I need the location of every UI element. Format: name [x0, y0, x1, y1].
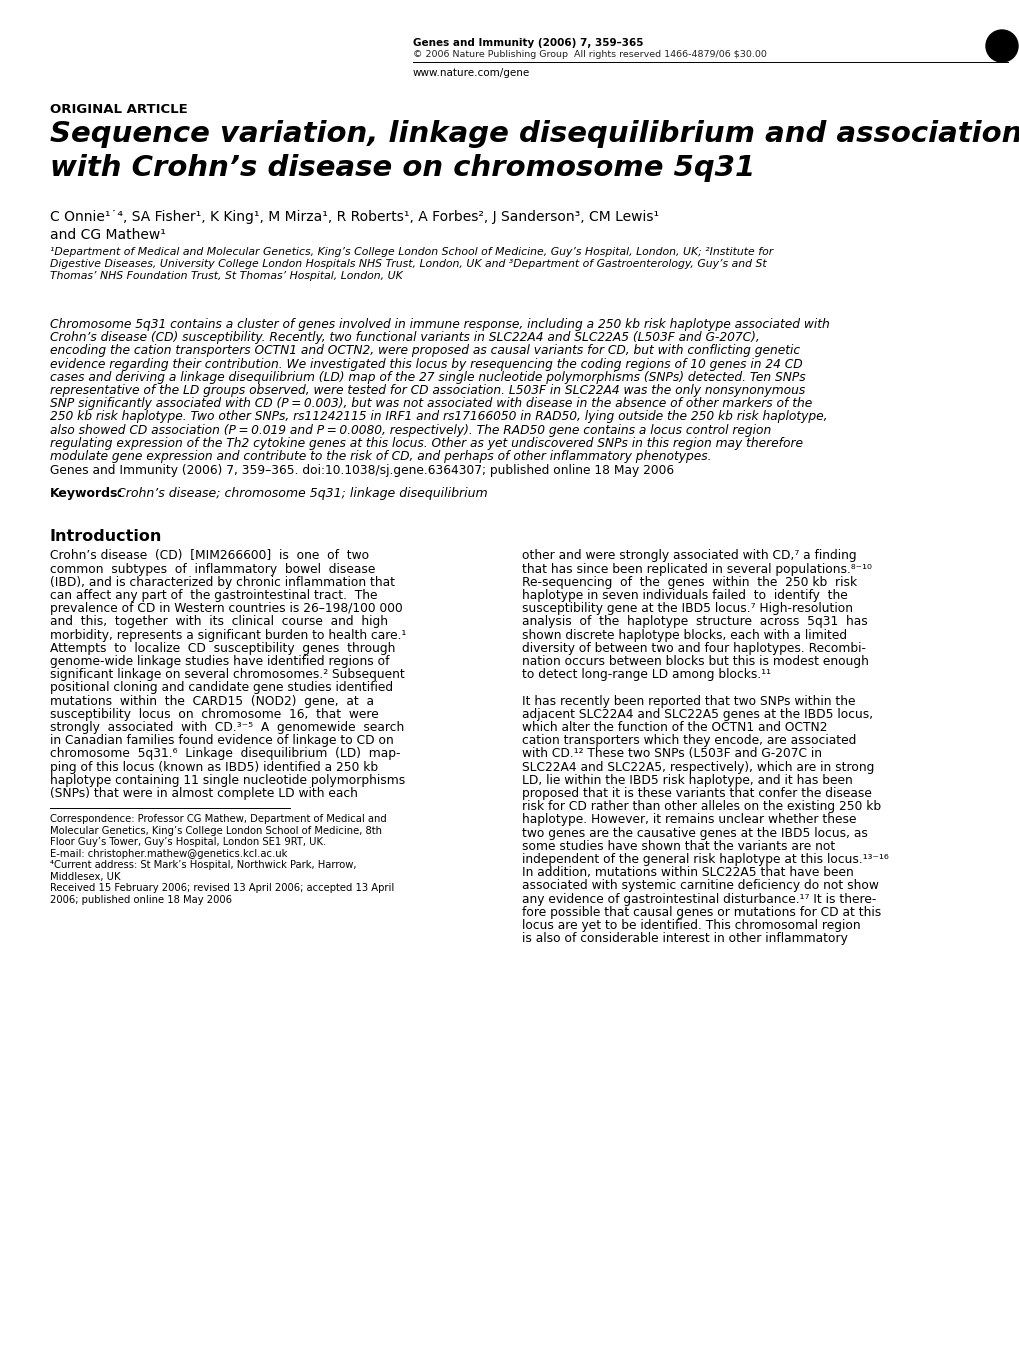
- Text: Genes and Immunity (2006) 7, 359–365. doi:10.1038/sj.gene.6364307; published onl: Genes and Immunity (2006) 7, 359–365. do…: [50, 464, 674, 478]
- Text: It has recently been reported that two SNPs within the: It has recently been reported that two S…: [522, 694, 855, 708]
- Text: and  this,  together  with  its  clinical  course  and  high: and this, together with its clinical cou…: [50, 615, 387, 629]
- Text: cation transporters which they encode, are associated: cation transporters which they encode, a…: [522, 734, 856, 747]
- Text: regulating expression of the Th2 cytokine genes at this locus. Other as yet undi: regulating expression of the Th2 cytokin…: [50, 437, 802, 449]
- Text: adjacent SLC22A4 and SLC22A5 genes at the IBD5 locus,: adjacent SLC22A4 and SLC22A5 genes at th…: [522, 708, 872, 721]
- Text: risk for CD rather than other alleles on the existing 250 kb: risk for CD rather than other alleles on…: [522, 800, 880, 814]
- Text: diversity of between two and four haplotypes. Recombi-: diversity of between two and four haplot…: [522, 642, 865, 655]
- Text: in Canadian families found evidence of linkage to CD on: in Canadian families found evidence of l…: [50, 734, 393, 747]
- Text: ⁴Current address: St Mark’s Hospital, Northwick Park, Harrow,: ⁴Current address: St Mark’s Hospital, No…: [50, 860, 357, 870]
- Text: Received 15 February 2006; revised 13 April 2006; accepted 13 April: Received 15 February 2006; revised 13 Ap…: [50, 883, 394, 893]
- Text: Molecular Genetics, King’s College London School of Medicine, 8th: Molecular Genetics, King’s College Londo…: [50, 826, 382, 836]
- Text: Re-sequencing  of  the  genes  within  the  250 kb  risk: Re-sequencing of the genes within the 25…: [522, 576, 856, 589]
- Text: E-mail: christopher.mathew@genetics.kcl.ac.uk: E-mail: christopher.mathew@genetics.kcl.…: [50, 849, 287, 859]
- Text: shown discrete haplotype blocks, each with a limited: shown discrete haplotype blocks, each wi…: [522, 629, 847, 641]
- Text: Middlesex, UK: Middlesex, UK: [50, 871, 120, 882]
- Text: can affect any part of  the gastrointestinal tract.  The: can affect any part of the gastrointesti…: [50, 589, 377, 602]
- Text: to detect long-range LD among blocks.¹¹: to detect long-range LD among blocks.¹¹: [522, 668, 770, 682]
- Text: © 2006 Nature Publishing Group  All rights reserved 1466-4879/06 $30.00: © 2006 Nature Publishing Group All right…: [413, 50, 766, 59]
- Text: www.nature.com/gene: www.nature.com/gene: [413, 68, 530, 78]
- Text: Crohn’s disease (CD) susceptibility. Recently, two functional variants in SLC22A: Crohn’s disease (CD) susceptibility. Rec…: [50, 331, 759, 344]
- Text: Introduction: Introduction: [50, 529, 162, 544]
- Text: evidence regarding their contribution. We investigated this locus by resequencin: evidence regarding their contribution. W…: [50, 358, 802, 370]
- Text: susceptibility gene at the IBD5 locus.⁷ High-resolution: susceptibility gene at the IBD5 locus.⁷ …: [522, 602, 852, 615]
- Text: susceptibility  locus  on  chromosome  16,  that  were: susceptibility locus on chromosome 16, t…: [50, 708, 378, 721]
- Text: ping of this locus (known as IBD5) identified a 250 kb: ping of this locus (known as IBD5) ident…: [50, 761, 378, 773]
- Text: Genes and Immunity (2006) 7, 359–365: Genes and Immunity (2006) 7, 359–365: [413, 38, 643, 48]
- Text: representative of the LD groups observed, were tested for CD association. L503F : representative of the LD groups observed…: [50, 384, 804, 397]
- Text: mutations  within  the  CARD15  (NOD2)  gene,  at  a: mutations within the CARD15 (NOD2) gene,…: [50, 694, 374, 708]
- Text: chromosome  5q31.⁶  Linkage  disequilibrium  (LD)  map-: chromosome 5q31.⁶ Linkage disequilibrium…: [50, 747, 400, 761]
- Text: that has since been replicated in several populations.⁸⁻¹⁰: that has since been replicated in severa…: [522, 562, 871, 576]
- Text: independent of the general risk haplotype at this locus.¹³⁻¹⁶: independent of the general risk haplotyp…: [522, 853, 888, 866]
- Text: some studies have shown that the variants are not: some studies have shown that the variant…: [522, 840, 835, 853]
- Text: Crohn’s disease; chromosome 5q31; linkage disequilibrium: Crohn’s disease; chromosome 5q31; linkag…: [113, 487, 487, 501]
- Text: C Onnie¹˙⁴, SA Fisher¹, K King¹, M Mirza¹, R Roberts¹, A Forbes², J Sanderson³, : C Onnie¹˙⁴, SA Fisher¹, K King¹, M Mirza…: [50, 210, 658, 225]
- Text: encoding the cation transporters OCTN1 and OCTN2, were proposed as causal varian: encoding the cation transporters OCTN1 a…: [50, 344, 799, 358]
- Text: haplotype containing 11 single nucleotide polymorphisms: haplotype containing 11 single nucleotid…: [50, 774, 405, 787]
- Text: (SNPs) that were in almost complete LD with each: (SNPs) that were in almost complete LD w…: [50, 787, 358, 800]
- Text: genome-wide linkage studies have identified regions of: genome-wide linkage studies have identif…: [50, 655, 389, 668]
- Text: proposed that it is these variants that confer the disease: proposed that it is these variants that …: [522, 787, 871, 800]
- Text: analysis  of  the  haplotype  structure  across  5q31  has: analysis of the haplotype structure acro…: [522, 615, 867, 629]
- Text: (IBD), and is characterized by chronic inflammation that: (IBD), and is characterized by chronic i…: [50, 576, 394, 589]
- Text: LD, lie within the IBD5 risk haplotype, and it has been: LD, lie within the IBD5 risk haplotype, …: [522, 774, 852, 787]
- Text: ORIGINAL ARTICLE: ORIGINAL ARTICLE: [50, 103, 187, 116]
- Text: with CD.¹² These two SNPs (L503F and G-207C in: with CD.¹² These two SNPs (L503F and G-2…: [522, 747, 821, 761]
- Text: 2006; published online 18 May 2006: 2006; published online 18 May 2006: [50, 894, 231, 905]
- Text: haplotype in seven individuals failed  to  identify  the: haplotype in seven individuals failed to…: [522, 589, 847, 602]
- Text: SLC22A4 and SLC22A5, respectively), which are in strong: SLC22A4 and SLC22A5, respectively), whic…: [522, 761, 873, 773]
- Text: two genes are the causative genes at the IBD5 locus, as: two genes are the causative genes at the…: [522, 826, 867, 840]
- Text: positional cloning and candidate gene studies identified: positional cloning and candidate gene st…: [50, 682, 392, 694]
- Text: Correspondence: Professor CG Mathew, Department of Medical and: Correspondence: Professor CG Mathew, Dep…: [50, 814, 386, 825]
- Text: which alter the function of the OCTN1 and OCTN2: which alter the function of the OCTN1 an…: [522, 721, 826, 734]
- Text: with Crohn’s disease on chromosome 5q31: with Crohn’s disease on chromosome 5q31: [50, 154, 754, 182]
- Text: fore possible that causal genes or mutations for CD at this: fore possible that causal genes or mutat…: [522, 906, 880, 919]
- Text: 250 kb risk haplotype. Two other SNPs, rs11242115 in IRF1 and rs17166050 in RAD5: 250 kb risk haplotype. Two other SNPs, r…: [50, 411, 826, 423]
- Text: also showed CD association (P = 0.019 and P = 0.0080, respectively). The RAD50 g: also showed CD association (P = 0.019 an…: [50, 423, 770, 437]
- Text: other and were strongly associated with CD,⁷ a finding: other and were strongly associated with …: [522, 550, 856, 562]
- Text: associated with systemic carnitine deficiency do not show: associated with systemic carnitine defic…: [522, 879, 878, 893]
- Text: morbidity, represents a significant burden to health care.¹: morbidity, represents a significant burd…: [50, 629, 406, 641]
- Text: haplotype. However, it remains unclear whether these: haplotype. However, it remains unclear w…: [522, 814, 856, 826]
- Text: significant linkage on several chromosomes.² Subsequent: significant linkage on several chromosom…: [50, 668, 405, 682]
- Text: Attempts  to  localize  CD  susceptibility  genes  through: Attempts to localize CD susceptibility g…: [50, 642, 395, 655]
- Text: is also of considerable interest in other inflammatory: is also of considerable interest in othe…: [522, 932, 847, 945]
- Text: cases and deriving a linkage disequilibrium (LD) map of the 27 single nucleotide: cases and deriving a linkage disequilibr…: [50, 370, 805, 384]
- Text: Floor Guy’s Tower, Guy’s Hospital, London SE1 9RT, UK.: Floor Guy’s Tower, Guy’s Hospital, Londo…: [50, 837, 326, 847]
- Text: Crohn’s disease  (CD)  [MIM266600]  is  one  of  two: Crohn’s disease (CD) [MIM266600] is one …: [50, 550, 369, 562]
- Text: any evidence of gastrointestinal disturbance.¹⁷ It is there-: any evidence of gastrointestinal disturb…: [522, 893, 875, 905]
- Text: and CG Mathew¹: and CG Mathew¹: [50, 229, 166, 242]
- Text: npg: npg: [993, 39, 1009, 48]
- Text: ¹Department of Medical and Molecular Genetics, King’s College London School of M: ¹Department of Medical and Molecular Gen…: [50, 246, 772, 257]
- Text: locus are yet to be identified. This chromosomal region: locus are yet to be identified. This chr…: [522, 919, 860, 932]
- Text: Thomas’ NHS Foundation Trust, St Thomas’ Hospital, London, UK: Thomas’ NHS Foundation Trust, St Thomas’…: [50, 271, 403, 280]
- Text: In addition, mutations within SLC22A5 that have been: In addition, mutations within SLC22A5 th…: [522, 866, 853, 879]
- Text: nation occurs between blocks but this is modest enough: nation occurs between blocks but this is…: [522, 655, 868, 668]
- Circle shape: [985, 30, 1017, 63]
- Text: Digestive Diseases, University College London Hospitals NHS Trust, London, UK an: Digestive Diseases, University College L…: [50, 259, 766, 269]
- Text: common  subtypes  of  inflammatory  bowel  disease: common subtypes of inflammatory bowel di…: [50, 562, 375, 576]
- Text: strongly  associated  with  CD.³⁻⁵  A  genomewide  search: strongly associated with CD.³⁻⁵ A genome…: [50, 721, 404, 734]
- Text: Keywords:: Keywords:: [50, 487, 123, 501]
- Text: modulate gene expression and contribute to the risk of CD, and perhaps of other : modulate gene expression and contribute …: [50, 450, 711, 463]
- Text: Chromosome 5q31 contains a cluster of genes involved in immune response, includi: Chromosome 5q31 contains a cluster of ge…: [50, 318, 828, 331]
- Text: Sequence variation, linkage disequilibrium and association: Sequence variation, linkage disequilibri…: [50, 120, 1019, 148]
- Text: prevalence of CD in Western countries is 26–198/100 000: prevalence of CD in Western countries is…: [50, 602, 403, 615]
- Text: SNP significantly associated with CD (P = 0.003), but was not associated with di: SNP significantly associated with CD (P …: [50, 397, 811, 410]
